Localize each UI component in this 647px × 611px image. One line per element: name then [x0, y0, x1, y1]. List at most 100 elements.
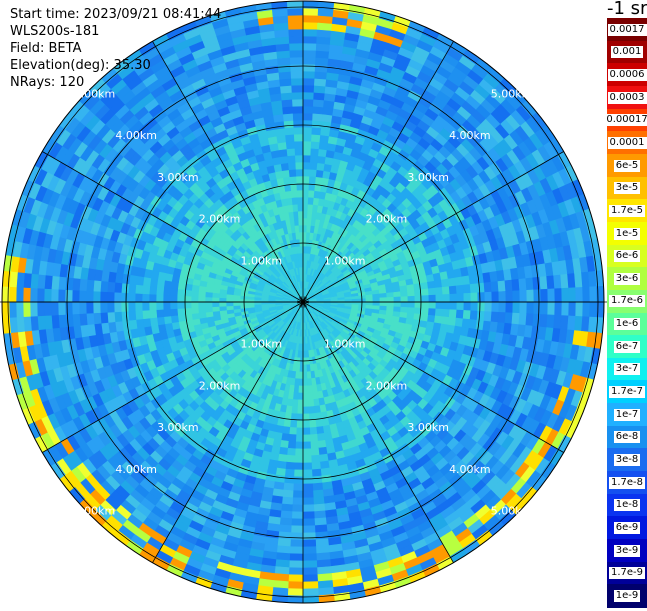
- data-cell: [387, 292, 394, 297]
- data-cell: [303, 64, 315, 71]
- data-cell: [533, 277, 541, 290]
- data-cell: [316, 546, 330, 554]
- data-cell: [512, 279, 520, 291]
- data-cell: [107, 282, 115, 293]
- data-cell: [288, 589, 303, 596]
- data-cell: [569, 302, 576, 316]
- data-cell: [303, 407, 309, 414]
- data-cell: [311, 134, 320, 142]
- data-cell: [477, 311, 485, 321]
- data-cell: [303, 134, 312, 141]
- data-cell: [311, 455, 320, 463]
- data-cell: [303, 491, 313, 498]
- data-cell: [298, 393, 303, 400]
- data-cell: [443, 294, 450, 302]
- data-cell: [65, 302, 72, 314]
- data-cell: [312, 469, 322, 477]
- data-cell: [311, 448, 319, 456]
- data-cell: [316, 43, 330, 51]
- data-cell: [135, 293, 142, 302]
- data-cell: [400, 286, 408, 292]
- data-cell: [303, 379, 307, 386]
- data-cell: [448, 278, 456, 287]
- data-cell: [293, 106, 303, 113]
- data-cell: [303, 589, 318, 596]
- data-cell: [422, 295, 429, 302]
- data-cell: [16, 287, 23, 302]
- data-cell: [280, 511, 292, 519]
- data-cell: [293, 491, 303, 498]
- data-cell: [100, 302, 107, 313]
- data-cell: [307, 372, 311, 379]
- data-cell: [303, 15, 318, 22]
- data-cell: [278, 64, 291, 72]
- data-cell: [299, 379, 303, 386]
- data-cell: [289, 36, 303, 43]
- data-cell: [288, 22, 303, 29]
- data-cell: [434, 280, 442, 288]
- data-cell: [505, 313, 513, 324]
- data-cell: [23, 302, 30, 317]
- data-cell: [312, 120, 322, 128]
- data-cell: [114, 312, 122, 322]
- data-cell: [296, 176, 303, 183]
- data-cell: [292, 512, 303, 519]
- data-cell: [394, 292, 401, 297]
- data-cell: [317, 433, 325, 441]
- data-cell: [315, 420, 322, 428]
- data-cell: [303, 71, 315, 78]
- data-cell: [156, 287, 164, 295]
- data-cell: [297, 407, 303, 414]
- data-cell: [283, 106, 294, 114]
- data-cell: [79, 313, 87, 325]
- data-cell: [442, 287, 450, 295]
- data-cell: [303, 512, 314, 519]
- data-cell: [100, 291, 107, 302]
- data-cell: [299, 232, 303, 239]
- data-cell: [288, 162, 296, 170]
- data-cell: [303, 477, 313, 484]
- data-cell: [283, 483, 293, 491]
- data-cell: [247, 302, 254, 305]
- data-cell: [499, 291, 506, 302]
- data-cell: [280, 85, 292, 93]
- data-cell: [30, 302, 37, 316]
- data-cell: [442, 309, 450, 317]
- data-cell: [205, 307, 212, 312]
- data-cell: [299, 225, 303, 232]
- data-cell: [177, 295, 184, 302]
- data-cell: [170, 309, 178, 316]
- data-cell: [519, 313, 527, 325]
- data-cell: [164, 316, 172, 324]
- data-cell: [380, 298, 387, 302]
- data-cell: [283, 113, 293, 121]
- data-cell: [86, 302, 93, 313]
- data-cell: [303, 50, 316, 57]
- data-cell: [316, 50, 330, 58]
- data-cell: [303, 36, 317, 43]
- data-cell: [303, 498, 314, 505]
- data-cell: [373, 298, 380, 302]
- data-cell: [93, 313, 101, 324]
- data-cell: [198, 297, 205, 302]
- data-cell: [107, 312, 115, 323]
- data-cell: [114, 282, 122, 292]
- data-cell: [569, 288, 576, 302]
- data-cell: [205, 297, 212, 302]
- data-cell: [308, 190, 314, 197]
- data-cell: [311, 141, 320, 149]
- data-cell: [298, 386, 303, 393]
- data-cell: [280, 156, 288, 164]
- data-cell: [289, 29, 303, 36]
- data-cell: [491, 282, 499, 293]
- data-cell: [519, 279, 527, 291]
- data-cell: [299, 218, 303, 225]
- data-cell: [555, 288, 562, 302]
- data-cell: [303, 106, 313, 113]
- data-cell: [290, 420, 297, 427]
- data-cell: [303, 211, 308, 218]
- data-cell: [135, 302, 142, 311]
- data-cell: [276, 553, 290, 561]
